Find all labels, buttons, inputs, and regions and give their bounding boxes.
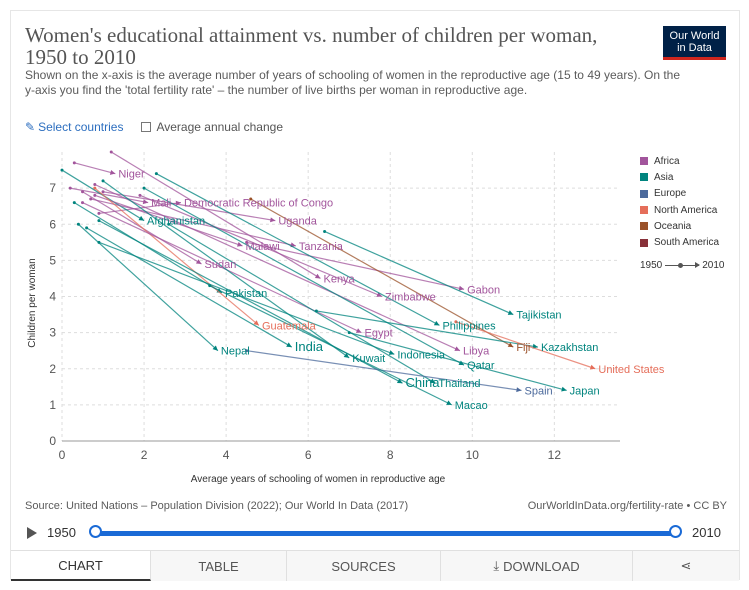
legend-item[interactable]: Asia bbox=[640, 169, 719, 185]
legend-item[interactable]: North America bbox=[640, 202, 719, 218]
logo-line-1: Our World bbox=[669, 30, 720, 42]
play-icon[interactable] bbox=[27, 527, 37, 539]
chart-controls: ✎ Select countries Average annual change bbox=[25, 120, 283, 134]
legend-swatch bbox=[640, 222, 648, 231]
tab-sources-label: SOURCES bbox=[331, 558, 396, 574]
timeline-start-year: 1950 bbox=[47, 525, 76, 540]
logo-underline bbox=[663, 57, 726, 60]
tab-chart-label: CHART bbox=[58, 557, 103, 573]
legend-label: Oceania bbox=[654, 220, 692, 232]
source-note: Source: United Nations – Population Divi… bbox=[25, 500, 409, 512]
chart-tabs: CHART TABLE SOURCES ⤓ DOWNLOAD ⋖ bbox=[11, 550, 739, 581]
region-legend: Africa Asia Europe North America Oceania Sout… bbox=[640, 153, 719, 251]
average-annual-change-checkbox[interactable] bbox=[141, 122, 152, 132]
legend-label: South America bbox=[654, 237, 720, 249]
timeline: 1950 2010 bbox=[25, 522, 725, 544]
tab-sources[interactable]: SOURCES bbox=[287, 551, 441, 581]
time-legend-end: 2010 bbox=[702, 260, 725, 271]
tab-chart[interactable]: CHART bbox=[11, 551, 151, 581]
average-annual-change-toggle[interactable]: Average annual change bbox=[141, 120, 283, 134]
timeline-track[interactable] bbox=[95, 531, 676, 536]
legend-item[interactable]: South America bbox=[640, 234, 719, 250]
legend-label: Europe bbox=[654, 188, 687, 200]
timeline-end-year: 2010 bbox=[692, 525, 721, 540]
select-countries-button[interactable]: ✎ Select countries bbox=[25, 120, 123, 134]
time-arrow-icon bbox=[665, 262, 701, 268]
legend-label: Asia bbox=[654, 171, 674, 183]
legend-item[interactable]: Oceania bbox=[640, 218, 719, 234]
source-url-link[interactable]: OurWorldInData.org/fertility-rate • CC B… bbox=[527, 500, 727, 512]
logo-line-2: in Data bbox=[677, 42, 712, 54]
legend-swatch bbox=[640, 189, 648, 198]
time-legend-start: 1950 bbox=[640, 260, 663, 271]
download-icon: ⤓ bbox=[493, 558, 500, 573]
owid-logo[interactable]: Our World in Data bbox=[663, 26, 726, 60]
select-countries-label: Select countries bbox=[38, 120, 124, 134]
tab-download[interactable]: ⤓ DOWNLOAD bbox=[441, 551, 633, 581]
legend-label: North America bbox=[654, 204, 718, 216]
legend-item[interactable]: Africa bbox=[640, 153, 719, 169]
legend-swatch bbox=[640, 238, 648, 247]
tab-download-label: DOWNLOAD bbox=[503, 558, 580, 574]
chart-title: Women's educational attainment vs. numbe… bbox=[25, 23, 598, 69]
chart-subtitle: Shown on the x-axis is the average numbe… bbox=[25, 68, 681, 97]
legend-swatch bbox=[640, 157, 648, 166]
time-legend: 1950 2010 bbox=[640, 260, 725, 271]
legend-swatch bbox=[640, 173, 648, 182]
average-annual-change-label: Average annual change bbox=[156, 120, 284, 134]
share-icon: ⋖ bbox=[680, 558, 692, 573]
timeline-start-handle[interactable] bbox=[89, 525, 102, 538]
legend-label: Africa bbox=[654, 155, 680, 167]
timeline-end-handle[interactable] bbox=[669, 525, 682, 538]
tab-share[interactable]: ⋖ bbox=[633, 551, 739, 581]
tab-table[interactable]: TABLE bbox=[151, 551, 287, 581]
tab-table-label: TABLE bbox=[198, 558, 239, 574]
legend-item[interactable]: Europe bbox=[640, 186, 719, 202]
pencil-icon: ✎ bbox=[25, 120, 36, 134]
legend-swatch bbox=[640, 206, 648, 215]
